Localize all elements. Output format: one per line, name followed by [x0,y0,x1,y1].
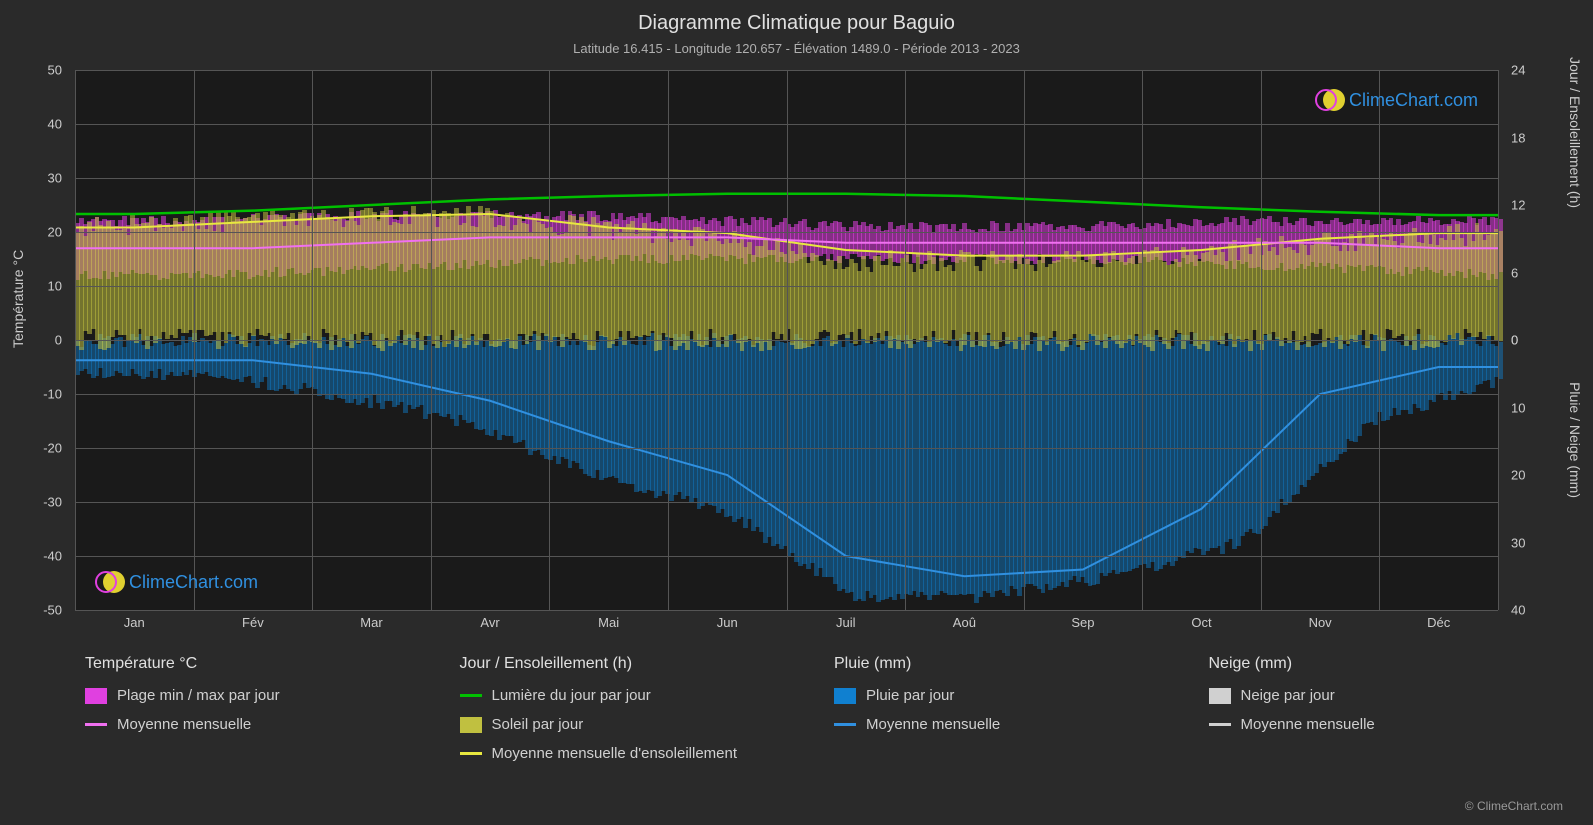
watermark-text: ClimeChart.com [1349,90,1478,111]
legend-label: Plage min / max par jour [117,687,280,704]
legend-item: Neige par jour [1209,687,1544,704]
legend-label: Lumière du jour par jour [492,687,651,704]
watermark-text: ClimeChart.com [129,572,258,593]
grid-line [75,610,1498,611]
legend-line-icon [834,723,856,726]
y-tick-right: 12 [1511,198,1525,213]
legend-header: Neige (mm) [1209,655,1544,673]
legend-line-icon [85,723,107,726]
x-tick: Juil [836,615,856,630]
x-tick: Mai [598,615,619,630]
grid-line [75,70,76,610]
chart-title: Diagramme Climatique pour Baguio [0,0,1593,35]
y-tick-left: -50 [43,603,62,618]
legend-column-rain: Pluie (mm) Pluie par jour Moyenne mensuell… [834,655,1169,774]
climechart-logo-icon [1315,86,1343,114]
x-tick: Avr [480,615,499,630]
legend-swatch [460,717,482,733]
legend-item: Soleil par jour [460,716,795,733]
x-tick: Nov [1309,615,1332,630]
legend-label: Moyenne mensuelle d'ensoleillement [492,745,738,762]
y-tick-left: -30 [43,495,62,510]
y-tick-left: 0 [55,333,62,348]
x-tick: Oct [1191,615,1211,630]
legend-item: Moyenne mensuelle d'ensoleillement [460,745,795,762]
legend-line-icon [1209,723,1231,726]
y-tick-right: 24 [1511,63,1525,78]
legend-item: Lumière du jour par jour [460,687,795,704]
y-tick-left: 10 [48,279,62,294]
legend-column-day: Jour / Ensoleillement (h) Lumière du jour… [460,655,795,774]
legend-header: Jour / Ensoleillement (h) [460,655,795,673]
grid-line [1261,70,1262,610]
y-axis-left-label: Température °C [10,250,26,348]
grid-line [787,70,788,610]
grid-line [905,70,906,610]
legend-header: Température °C [85,655,420,673]
legend-label: Moyenne mensuelle [117,716,251,733]
x-tick: Déc [1427,615,1450,630]
y-tick-left: 30 [48,171,62,186]
chart-subtitle: Latitude 16.415 - Longitude 120.657 - Él… [0,35,1593,56]
legend-item: Moyenne mensuelle [834,716,1169,733]
x-tick: Fév [242,615,264,630]
legend-swatch [834,688,856,704]
x-tick: Sep [1071,615,1094,630]
watermark: ClimeChart.com [1315,86,1478,114]
plot-area [75,70,1498,610]
y-tick-right: 10 [1511,400,1525,415]
x-tick: Mar [360,615,382,630]
y-tick-right: 20 [1511,468,1525,483]
y-tick-left: -20 [43,441,62,456]
climechart-logo-icon [95,568,123,596]
x-tick: Aoû [953,615,976,630]
copyright: © ClimeChart.com [1465,799,1563,813]
legend-line-icon [460,694,482,697]
legend-column-temp: Température °C Plage min / max par jour Mo… [85,655,420,774]
y-tick-right: 40 [1511,603,1525,618]
y-tick-left: 50 [48,63,62,78]
legend-label: Moyenne mensuelle [866,716,1000,733]
grid-line [194,70,195,610]
legend-line-icon [460,752,482,755]
legend-swatch [1209,688,1231,704]
legend-item: Plage min / max par jour [85,687,420,704]
y-tick-left: 40 [48,117,62,132]
grid-line [1024,70,1025,610]
grid-line [549,70,550,610]
y-tick-left: 20 [48,225,62,240]
legend-header: Pluie (mm) [834,655,1169,673]
legend-swatch [85,688,107,704]
grid-line [668,70,669,610]
y-tick-right: 6 [1511,265,1518,280]
x-axis: Jan Fév Mar Avr Mai Jun Juil Aoû Sep Oct Nov Déc [75,615,1498,640]
legend-label: Soleil par jour [492,716,584,733]
y-tick-right: 0 [1511,333,1518,348]
x-tick: Jan [124,615,145,630]
y-axis-right-top-label: Jour / Ensoleillement (h) [1567,57,1583,208]
legend-item: Moyenne mensuelle [85,716,420,733]
grid-line [1498,70,1499,610]
legend-item: Pluie par jour [834,687,1169,704]
y-tick-left: -10 [43,387,62,402]
legend-label: Pluie par jour [866,687,954,704]
legend-item: Moyenne mensuelle [1209,716,1544,733]
x-tick: Jun [717,615,738,630]
grid-line [1142,70,1143,610]
y-axis-right-bottom-label: Pluie / Neige (mm) [1567,382,1583,498]
legend-label: Moyenne mensuelle [1241,716,1375,733]
legend-column-snow: Neige (mm) Neige par jour Moyenne mensuell… [1209,655,1544,774]
watermark: ClimeChart.com [95,568,258,596]
grid-line [1379,70,1380,610]
legend: Température °C Plage min / max par jour Mo… [85,655,1543,774]
y-tick-right: 18 [1511,130,1525,145]
grid-line [431,70,432,610]
y-tick-right: 30 [1511,535,1525,550]
grid-line [312,70,313,610]
legend-label: Neige par jour [1241,687,1335,704]
y-tick-left: -40 [43,549,62,564]
